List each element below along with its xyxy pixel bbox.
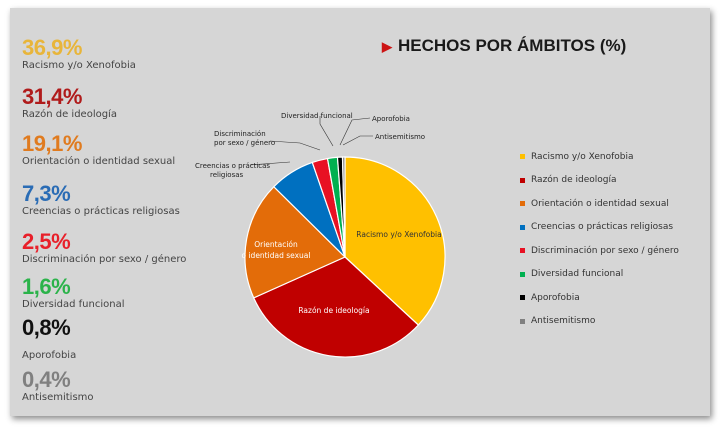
chart-title: ▶ HECHOS POR ÁMBITOS (%)	[382, 36, 626, 56]
chart-title-text: HECHOS POR ÁMBITOS (%)	[398, 36, 627, 55]
stat-ideologia: 31,4% Razón de ideología	[22, 85, 117, 121]
legend-swatch	[520, 318, 525, 324]
stat-label: Aporofobia	[22, 350, 77, 361]
legend-item: Racismo y/o Xenofobia	[520, 145, 679, 169]
callout-line-diversidad	[319, 116, 334, 147]
stat-percent: 2,5%	[22, 229, 71, 254]
callout-line-discriminacion	[269, 140, 321, 151]
stat-label: Creencias o prácticas religiosas	[22, 206, 180, 217]
legend-item: Orientación o identidad sexual	[520, 192, 679, 216]
legend-label: Razón de ideología	[531, 175, 617, 186]
inside-label-racismo: Racismo y/o Xenofobia	[356, 230, 441, 239]
legend-swatch	[520, 271, 525, 277]
triangle-icon: ▶	[382, 39, 392, 54]
inside-label-orientacion-1: Orientación	[254, 240, 298, 249]
stat-racismo: 36,9% Racismo y/o Xenofobia	[22, 36, 136, 72]
stat-percent: 0,4%	[22, 367, 71, 392]
pie-slices	[244, 156, 446, 358]
stat-label: Orientación o identidad sexual	[22, 156, 176, 167]
stat-percent: 0,8%	[22, 315, 71, 340]
legend-item: Diversidad funcional	[520, 263, 679, 287]
stat-label: Antisemitismo	[22, 392, 94, 403]
callout-label-diversidad: Diversidad funcional	[281, 112, 353, 120]
callout-label-aporofobia: Aporofobia	[372, 115, 410, 123]
legend-label: Diversidad funcional	[531, 269, 624, 280]
legend-label: Racismo y/o Xenofobia	[531, 151, 634, 162]
callout-line-aporofobia	[339, 117, 371, 146]
stat-percent: 1,6%	[22, 274, 71, 299]
pie-slice-1	[344, 156, 446, 326]
legend-swatch	[520, 201, 525, 207]
stat-label: Razón de ideología	[22, 109, 117, 120]
stat-percent: 36,9%	[22, 35, 82, 60]
legend-label: Aporofobia	[531, 292, 580, 303]
chart-legend: Racismo y/o Xenofobia Razón de ideología…	[520, 145, 679, 333]
callout-label-creencias-2: religiosas	[210, 171, 244, 179]
legend-item: Discriminación por sexo / género	[520, 239, 679, 263]
callout-label-discriminacion-2: por sexo / género	[214, 139, 275, 147]
callout-line-creencias	[249, 161, 291, 166]
pie-slice-8	[341, 156, 346, 258]
stat-label: Racismo y/o Xenofobia	[22, 60, 136, 71]
callout-label-discriminacion-1: Discriminación	[214, 130, 266, 138]
pie-slice-3	[244, 185, 347, 299]
legend-swatch	[520, 154, 525, 160]
legend-label: Antisemitismo	[531, 316, 596, 327]
legend-label: Discriminación por sexo / género	[531, 245, 679, 256]
stat-percent: 31,4%	[22, 84, 82, 109]
stat-label: Discriminación por sexo / género	[22, 254, 187, 265]
callout-line-antisemitismo	[342, 135, 373, 146]
stat-creencias: 7,3% Creencias o prácticas religiosas	[22, 182, 180, 218]
stat-percent: 7,3%	[22, 181, 71, 206]
stat-percent: 19,1%	[22, 131, 82, 156]
legend-item: Razón de ideología	[520, 169, 679, 193]
legend-item: Antisemitismo	[520, 310, 679, 334]
legend-label: Creencias o prácticas religiosas	[531, 222, 674, 233]
callout-label-antisemitismo: Antisemitismo	[375, 133, 425, 141]
callout-lines	[249, 116, 373, 166]
inside-label-ideologia: Razón de ideología	[298, 306, 369, 315]
stat-aporofobia: 0,8% Aporofobia	[22, 316, 76, 362]
stat-orientacion: 19,1% Orientación o identidad sexual	[22, 132, 175, 168]
legend-swatch	[520, 248, 525, 254]
callout-label-creencias-1: Creencias o prácticas	[195, 162, 270, 170]
stat-label: Diversidad funcional	[22, 299, 125, 310]
legend-swatch	[520, 224, 525, 230]
pie-slice-2	[252, 256, 420, 358]
inside-label-orientacion-2: o identidad sexual	[242, 251, 311, 260]
stat-discriminacion: 2,5% Discriminación por sexo / género	[22, 230, 186, 266]
stat-diversidad: 1,6% Diversidad funcional	[22, 275, 125, 311]
legend-swatch	[520, 177, 525, 183]
stat-antisemitismo: 0,4% Antisemitismo	[22, 368, 94, 404]
legend-item: Creencias o prácticas religiosas	[520, 216, 679, 240]
legend-label: Orientación o identidad sexual	[531, 198, 669, 209]
legend-swatch	[520, 295, 525, 301]
legend-item: Aporofobia	[520, 286, 679, 310]
